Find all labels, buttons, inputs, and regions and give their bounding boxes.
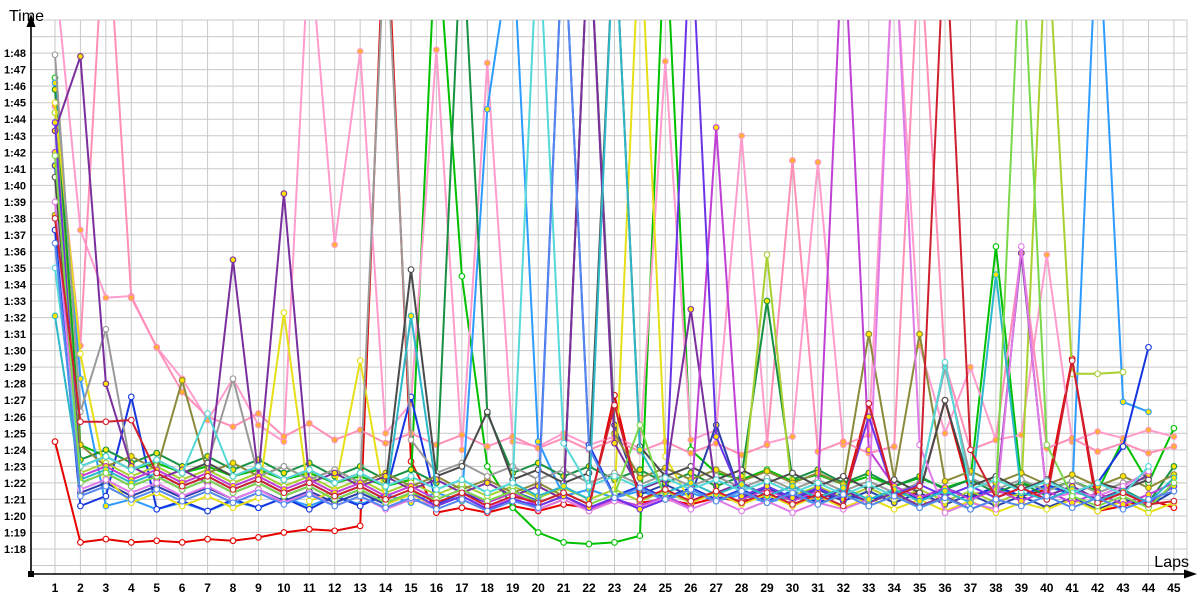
svg-text:20: 20 (531, 581, 545, 595)
svg-text:1:42: 1:42 (4, 147, 26, 159)
svg-text:2: 2 (77, 581, 84, 595)
svg-text:6: 6 (179, 581, 186, 595)
svg-text:1:47: 1:47 (4, 65, 26, 77)
svg-text:40: 40 (1040, 581, 1054, 595)
svg-text:14: 14 (379, 581, 393, 595)
svg-text:44: 44 (1142, 581, 1156, 595)
axes (26, 14, 1197, 579)
svg-text:1: 1 (52, 581, 59, 595)
svg-text:18: 18 (481, 581, 495, 595)
svg-text:35: 35 (913, 581, 927, 595)
svg-text:1:26: 1:26 (4, 412, 26, 424)
y-axis-title: Time (9, 8, 44, 25)
svg-text:26: 26 (684, 581, 698, 595)
svg-text:1:36: 1:36 (4, 246, 26, 258)
svg-text:1:27: 1:27 (4, 395, 26, 407)
svg-text:30: 30 (786, 581, 800, 595)
svg-text:1:37: 1:37 (4, 230, 26, 242)
svg-text:1:45: 1:45 (4, 98, 26, 110)
svg-text:27: 27 (710, 581, 724, 595)
svg-text:1:33: 1:33 (4, 296, 26, 308)
svg-text:43: 43 (1116, 581, 1130, 595)
svg-text:29: 29 (760, 581, 774, 595)
y-tick-labels: 1:18 1:19 1:20 1:21 1:22 1:23 1:24 1:25 1:26 1:27… (4, 48, 27, 556)
svg-text:1:34: 1:34 (4, 280, 27, 292)
svg-text:11: 11 (303, 581, 316, 595)
svg-text:1:44: 1:44 (4, 114, 27, 126)
svg-text:1:38: 1:38 (4, 213, 26, 225)
svg-text:9: 9 (255, 581, 262, 595)
svg-text:16: 16 (430, 581, 444, 595)
svg-text:5: 5 (153, 581, 160, 595)
svg-text:25: 25 (659, 581, 673, 595)
svg-text:1:29: 1:29 (4, 362, 26, 374)
svg-text:21: 21 (557, 581, 571, 595)
svg-text:4: 4 (128, 581, 135, 595)
svg-text:1:20: 1:20 (4, 511, 26, 523)
svg-text:1:46: 1:46 (4, 81, 26, 93)
svg-text:28: 28 (735, 581, 749, 595)
svg-text:37: 37 (964, 581, 978, 595)
series-lines (51, 20, 1178, 548)
svg-text:1:21: 1:21 (4, 494, 26, 506)
svg-text:1:25: 1:25 (4, 428, 26, 440)
svg-text:1:41: 1:41 (4, 164, 26, 176)
svg-text:1:30: 1:30 (4, 346, 26, 358)
svg-text:17: 17 (455, 581, 469, 595)
svg-text:23: 23 (608, 581, 622, 595)
svg-text:42: 42 (1091, 581, 1105, 595)
svg-text:1:22: 1:22 (4, 478, 26, 490)
svg-text:1:28: 1:28 (4, 379, 26, 391)
svg-text:41: 41 (1066, 581, 1080, 595)
svg-text:1:19: 1:19 (4, 527, 26, 539)
svg-text:1:35: 1:35 (4, 263, 26, 275)
svg-text:24: 24 (633, 581, 647, 595)
svg-text:3: 3 (103, 581, 110, 595)
svg-text:1:18: 1:18 (4, 544, 26, 556)
svg-text:19: 19 (506, 581, 520, 595)
svg-text:31: 31 (811, 581, 825, 595)
svg-text:1:23: 1:23 (4, 461, 26, 473)
svg-text:1:48: 1:48 (4, 48, 26, 60)
svg-text:13: 13 (353, 581, 367, 595)
svg-text:38: 38 (989, 581, 1003, 595)
svg-text:15: 15 (404, 581, 418, 595)
svg-text:36: 36 (938, 581, 952, 595)
svg-text:45: 45 (1167, 581, 1181, 595)
svg-text:34: 34 (888, 581, 902, 595)
svg-text:7: 7 (204, 581, 211, 595)
svg-text:33: 33 (862, 581, 876, 595)
svg-text:1:24: 1:24 (4, 445, 27, 457)
svg-text:1:31: 1:31 (4, 329, 26, 341)
svg-text:22: 22 (582, 581, 596, 595)
svg-text:1:43: 1:43 (4, 131, 26, 143)
x-axis-title: Laps (1154, 554, 1189, 571)
svg-text:1:39: 1:39 (4, 197, 26, 209)
svg-text:32: 32 (837, 581, 851, 595)
svg-text:1:40: 1:40 (4, 180, 26, 192)
svg-text:1:32: 1:32 (4, 313, 26, 325)
svg-text:10: 10 (277, 581, 291, 595)
x-tick-labels: 1 2 3 4 5 6 7 8 9 10 11 12 13 14 15 16 17 18 19 20 21 22 23 24 2… (52, 581, 1181, 595)
svg-text:8: 8 (230, 581, 237, 595)
svg-text:39: 39 (1015, 581, 1029, 595)
svg-text:12: 12 (328, 581, 342, 595)
